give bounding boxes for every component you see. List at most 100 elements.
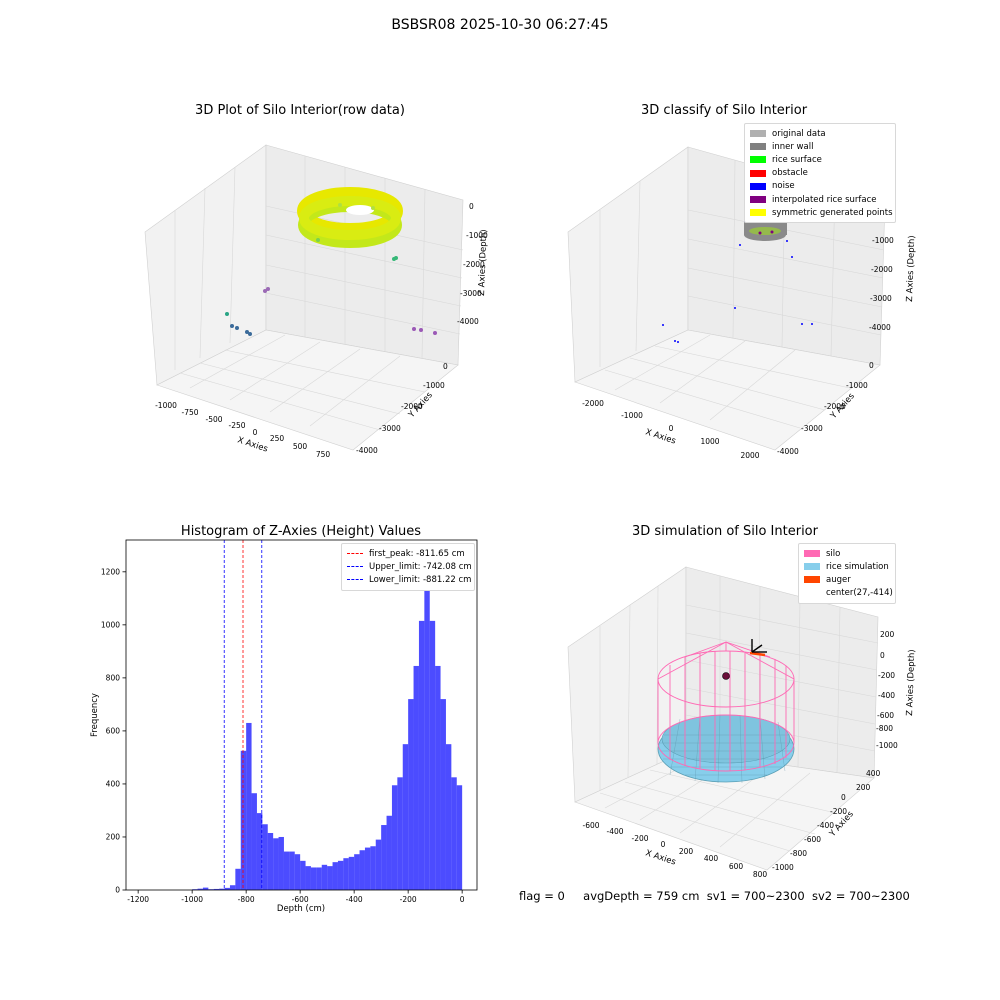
- simulation-z-tick: -1000: [876, 741, 898, 750]
- raw-y-tick: 0: [443, 362, 448, 371]
- histogram-bar: [381, 825, 387, 890]
- x-tick-label: 0: [460, 895, 465, 904]
- classify-x-tick: -2000: [582, 399, 604, 408]
- simulation-x-tick: -400: [606, 827, 623, 836]
- legend-entry: silo: [804, 547, 890, 560]
- silo-wireframe: [657, 641, 795, 772]
- histogram-bar: [300, 860, 306, 890]
- histogram-bar: [202, 887, 209, 890]
- avg-depth-text: avgDepth = 759 cm: [583, 889, 700, 903]
- histogram-bar: [251, 793, 257, 890]
- legend-entry: center(27,-414): [804, 587, 893, 600]
- classify-x-tick: 1000: [700, 437, 719, 446]
- simulation-z-tick: -600: [877, 711, 894, 720]
- simulation-y-tick: 0: [841, 793, 846, 802]
- histogram-bar: [327, 866, 333, 890]
- histogram-bar: [413, 665, 419, 890]
- raw-y-tick: -3000: [379, 424, 401, 433]
- legend-label: noise: [772, 181, 795, 192]
- y-tick-label: 0: [115, 886, 120, 895]
- histogram-title: Histogram of Z-Axies (Height) Values: [180, 524, 422, 539]
- figure-title: BSBSR08 2025-10-30 06:27:45: [391, 17, 609, 33]
- simulation-plot-title: 3D simulation of Silo Interior: [632, 524, 818, 539]
- raw-z-tick: -2000: [463, 260, 485, 269]
- legend-entry: noise: [750, 180, 890, 193]
- raw-z-tick: 0: [469, 202, 474, 211]
- flag-text: flag = 0: [519, 889, 565, 903]
- legend-entry: obstacle: [750, 167, 890, 180]
- classify-legend: original data inner wall rice surface obsta…: [744, 123, 896, 224]
- y-tick-label: 800: [106, 673, 121, 682]
- y-tick-label: 200: [106, 833, 121, 842]
- x-tick-label: -200: [400, 895, 417, 904]
- legend-label: center(27,-414): [826, 588, 893, 599]
- histogram-bar: [316, 867, 322, 890]
- histogram-x-axis-label: Depth (cm): [277, 904, 325, 914]
- raw-y-tick: -1000: [423, 381, 445, 390]
- auger: [749, 651, 766, 657]
- simulation-legend: silo rice simulation auger center(27,-414): [798, 543, 896, 604]
- legend-label: Lower_limit: -881.22 cm: [369, 574, 472, 585]
- legend-swatch: [347, 579, 363, 581]
- histogram-chart: -1200 -1000 -800 -600 -400 -200 0 0 200 400 600 80…: [90, 539, 478, 914]
- legend-label: auger: [826, 574, 851, 585]
- raw-3d-plot: -1000 -750 -500 -250 0 250 500 750 0 -10…: [144, 144, 489, 459]
- simulation-x-tick: 600: [729, 862, 744, 871]
- histogram-bar: [456, 785, 463, 890]
- y-tick-label: 1200: [101, 567, 120, 576]
- classify-x-tick: 0: [669, 424, 674, 433]
- histogram-bar: [375, 839, 382, 890]
- legend-entry: auger: [804, 573, 890, 586]
- histogram-bar: [386, 815, 392, 890]
- simulation-x-tick: -600: [582, 821, 599, 830]
- histogram-bar: [359, 850, 365, 890]
- legend-entry: rice simulation: [804, 560, 890, 573]
- legend-entry: original data: [750, 127, 890, 140]
- histogram-bar: [440, 699, 446, 890]
- histogram-bar: [246, 722, 252, 890]
- classify-z-axis-label: Z Axies (Depth): [905, 235, 917, 302]
- legend-label: rice simulation: [826, 561, 889, 572]
- classify-y-tick: -4000: [777, 447, 799, 456]
- simulation-z-axis-label: Z Axies (Depth): [905, 649, 917, 716]
- histogram-legend: first_peak: -811.65 cm Upper_limit: -742.…: [341, 543, 475, 591]
- histogram-bar: [213, 888, 220, 890]
- histogram-bar: [348, 856, 355, 890]
- simulation-y-tick: 400: [866, 769, 881, 778]
- histogram-bar: [397, 777, 403, 890]
- rice-simulation-surface: [657, 714, 795, 784]
- legend-swatch: [347, 553, 363, 555]
- histogram-bar: [332, 862, 338, 890]
- sv2-text: sv2 = 700~2300: [811, 889, 910, 903]
- legend-label: Upper_limit: -742.08 cm: [369, 561, 472, 572]
- histogram-bar: [451, 777, 457, 890]
- classify-3d-plot: -2000 -1000 0 1000 2000 0 -1000 -2000 -3…: [567, 146, 917, 460]
- histogram-bar: [240, 750, 247, 890]
- legend-label: rice surface: [772, 154, 822, 165]
- histogram-y-axis-label: Frequency: [90, 693, 100, 737]
- raw-rice-surface-points: [297, 187, 403, 248]
- histogram-vlines: [223, 540, 263, 890]
- histogram-bars: [192, 558, 463, 890]
- classify-noise-points: [662, 240, 813, 343]
- legend-entry: Upper_limit: -742.08 cm: [347, 560, 472, 573]
- legend-swatch: [347, 566, 363, 568]
- classify-x-tick: 2000: [740, 451, 759, 460]
- classify-plot-title: 3D classify of Silo Interior: [640, 103, 808, 118]
- legend-swatch: [750, 196, 766, 204]
- histogram-bar: [262, 824, 268, 890]
- raw-x-tick: -750: [181, 408, 198, 417]
- histogram-bar: [219, 888, 225, 890]
- classify-x-tick: -1000: [621, 411, 643, 420]
- histogram-bar: [321, 864, 328, 890]
- histogram-y-ticks: 0 200 400 600 800 1000 1200: [101, 567, 126, 895]
- simulation-y-tick: -800: [790, 849, 807, 858]
- legend-swatch: [750, 130, 766, 138]
- histogram-bar: [391, 785, 398, 890]
- histogram-bar: [197, 888, 203, 890]
- y-tick-label: 1000: [101, 620, 120, 629]
- raw-x-tick: 750: [316, 450, 331, 459]
- raw-z-tick: -4000: [457, 317, 479, 326]
- histogram-bar: [364, 847, 371, 890]
- simulation-z-tick: -200: [878, 671, 895, 680]
